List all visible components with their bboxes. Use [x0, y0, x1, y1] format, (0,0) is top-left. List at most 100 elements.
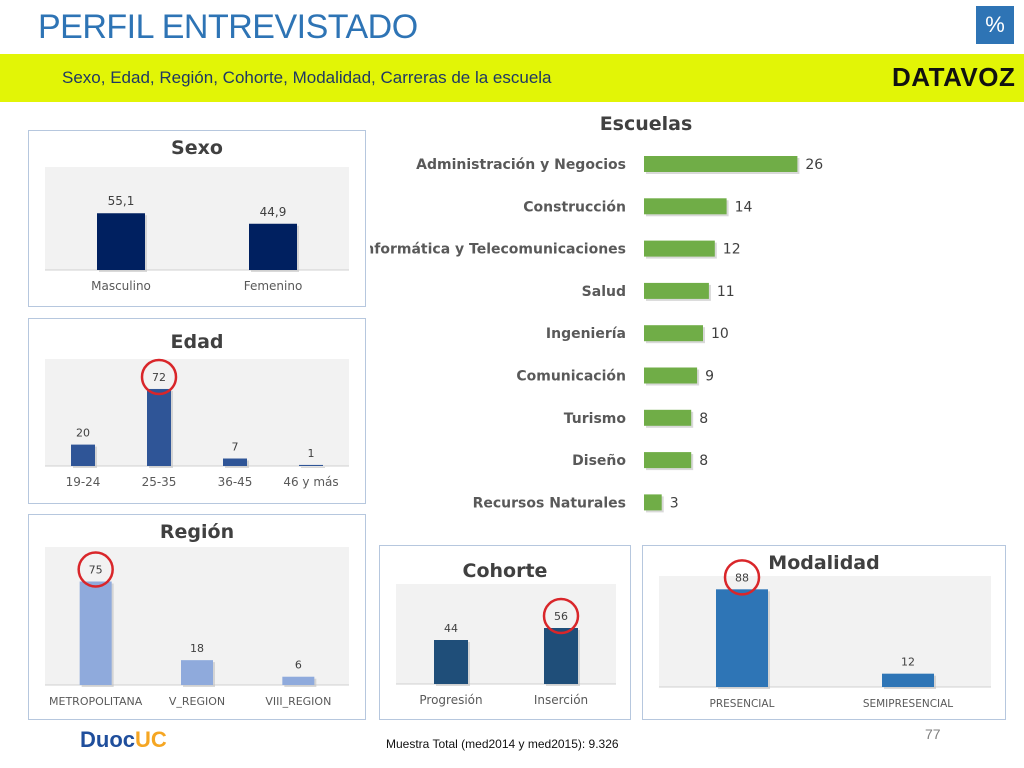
modalidad-bar: [882, 673, 934, 687]
edad-panel: Edad 20 19-24 72 25-35 7 36-45 1 46 y más: [28, 318, 366, 504]
cohorte-chart: 44 Progresión 56 Inserción: [396, 584, 616, 707]
escuelas-category-label: Comunicación: [516, 369, 626, 385]
escuelas-bar: [644, 367, 698, 384]
escuelas-category-label: Salud: [582, 284, 626, 300]
cohorte-data-label: 44: [444, 622, 458, 635]
escuelas-bar: [644, 409, 692, 426]
region-data-label: 75: [89, 564, 103, 577]
escuelas-data-label: 14: [735, 199, 753, 215]
region-bar: [282, 676, 315, 685]
escuelas-category-label: Diseño: [572, 453, 626, 469]
percent-badge: %: [976, 6, 1014, 44]
sexo-category-label: Masculino: [91, 279, 151, 293]
edad-data-label: 1: [308, 447, 315, 460]
region-highlight-circle: [77, 551, 114, 588]
page-title: PERFIL ENTREVISTADO: [38, 8, 418, 46]
page-number: 77: [925, 726, 941, 742]
region-data-label: 18: [190, 642, 204, 655]
escuelas-category-label: Informática y Telecomunicaciones: [370, 242, 626, 258]
escuelas-data-label: 8: [699, 411, 708, 427]
edad-bar: [299, 464, 323, 466]
edad-bar-shadow: [301, 466, 325, 468]
edad-data-label: 72: [152, 371, 166, 384]
cohorte-bar: [544, 628, 578, 684]
cohorte-category-label: Inserción: [534, 693, 588, 707]
escuelas-data-label: 26: [805, 157, 823, 173]
edad-category-label: 46 y más: [283, 475, 338, 489]
sexo-category-label: Femenino: [244, 279, 303, 293]
escuelas-chart: Administración y Negocios 26 Construcción 1…: [370, 156, 823, 513]
uc-logo-text: UC: [135, 727, 167, 752]
escuelas-category-label: Recursos Naturales: [473, 495, 626, 511]
modalidad-category-label: PRESENCIAL: [710, 698, 775, 710]
escuelas-category-label: Ingeniería: [546, 326, 626, 342]
region-chart: 75 METROPOLITANA 18 V_REGION 6 VIII_REGION: [45, 547, 349, 708]
region-category-label: VIII_REGION: [265, 695, 331, 708]
modalidad-panel: Modalidad 88 PRESENCIAL 12 SEMIPRESENCIAL: [642, 545, 1006, 720]
escuelas-data-label: 12: [723, 242, 741, 258]
region-bar: [79, 581, 112, 685]
escuelas-bar: [644, 156, 798, 172]
escuelas-bar: [644, 494, 662, 511]
modalidad-category-label: SEMIPRESENCIAL: [863, 698, 953, 710]
sexo-data-label: 44,9: [260, 205, 287, 219]
region-panel: Región 75 METROPOLITANA 18 V_REGION 6 VIII_RE…: [28, 514, 366, 720]
edad-highlight-circle: [140, 358, 178, 396]
region-category-label: V_REGION: [169, 695, 225, 708]
sexo-chart-title: Sexo: [171, 137, 223, 159]
escuelas-chart-title: Escuelas: [599, 113, 693, 135]
modalidad-data-label: 88: [735, 571, 749, 584]
cohorte-highlight-circle: [542, 597, 580, 635]
sexo-bar: [249, 223, 297, 270]
modalidad-bar: [716, 589, 768, 687]
cohorte-data-label: 56: [554, 610, 568, 623]
edad-data-label: 7: [232, 441, 239, 454]
sexo-panel: Sexo 55,1 Masculino 44,9 Femenino: [28, 130, 366, 307]
sexo-data-label: 55,1: [108, 194, 135, 208]
modalidad-highlight-circle: [723, 559, 761, 596]
escuelas-data-label: 9: [705, 369, 714, 385]
sexo-plot-area: [45, 167, 349, 270]
escuelas-bar: [644, 240, 715, 257]
duoc-logo-text: Duoc: [80, 727, 135, 752]
escuelas-data-label: 10: [711, 326, 729, 342]
cohorte-bar: [434, 640, 468, 684]
edad-category-label: 19-24: [66, 475, 101, 489]
modalidad-data-label: 12: [901, 656, 915, 669]
escuelas-data-label: 3: [670, 495, 679, 511]
escuelas-data-label: 8: [699, 453, 708, 469]
edad-category-label: 36-45: [218, 475, 253, 489]
edad-bar: [147, 388, 171, 466]
cohorte-category-label: Progresión: [419, 693, 482, 707]
sample-note: Muestra Total (med2014 y med2015): 9.326: [386, 737, 619, 751]
datavoz-logo: DATAVOZ: [892, 62, 1016, 92]
cohorte-chart-title: Cohorte: [462, 560, 548, 582]
escuelas-category-label: Administración y Negocios: [416, 157, 626, 173]
modalidad-chart-title: Modalidad: [768, 552, 880, 574]
cohorte-panel: Cohorte 44 Progresión 56 Inserción: [379, 545, 631, 720]
duoc-logo: DuocUC: [80, 727, 167, 753]
escuelas-category-label: Turismo: [564, 411, 627, 427]
escuelas-bar: [644, 198, 727, 215]
sexo-bar: [97, 213, 145, 270]
region-category-label: METROPOLITANA: [49, 695, 143, 708]
edad-bar: [71, 444, 95, 466]
subtitle-band: Sexo, Edad, Región, Cohorte, Modalidad, …: [0, 54, 1024, 102]
edad-chart-title: Edad: [170, 331, 224, 353]
cohorte-plot-area: [396, 584, 616, 684]
escuelas-data-label: 11: [717, 284, 735, 300]
edad-category-label: 25-35: [142, 475, 177, 489]
region-chart-title: Región: [159, 521, 235, 543]
escuelas-bar: [644, 452, 692, 469]
modalidad-plot-area: [659, 576, 991, 687]
escuelas-bar: [644, 325, 703, 342]
escuelas-category-label: Construcción: [523, 199, 626, 215]
region-bar: [181, 660, 213, 685]
page-subtitle: Sexo, Edad, Región, Cohorte, Modalidad, …: [62, 68, 552, 87]
sexo-chart: 55,1 Masculino 44,9 Femenino: [45, 167, 349, 293]
edad-bar: [223, 458, 247, 466]
escuelas-bar: [644, 282, 709, 299]
edad-chart: 20 19-24 72 25-35 7 36-45 1 46 y más: [45, 358, 349, 489]
modalidad-chart: 88 PRESENCIAL 12 SEMIPRESENCIAL: [659, 559, 991, 710]
region-data-label: 6: [295, 659, 302, 672]
